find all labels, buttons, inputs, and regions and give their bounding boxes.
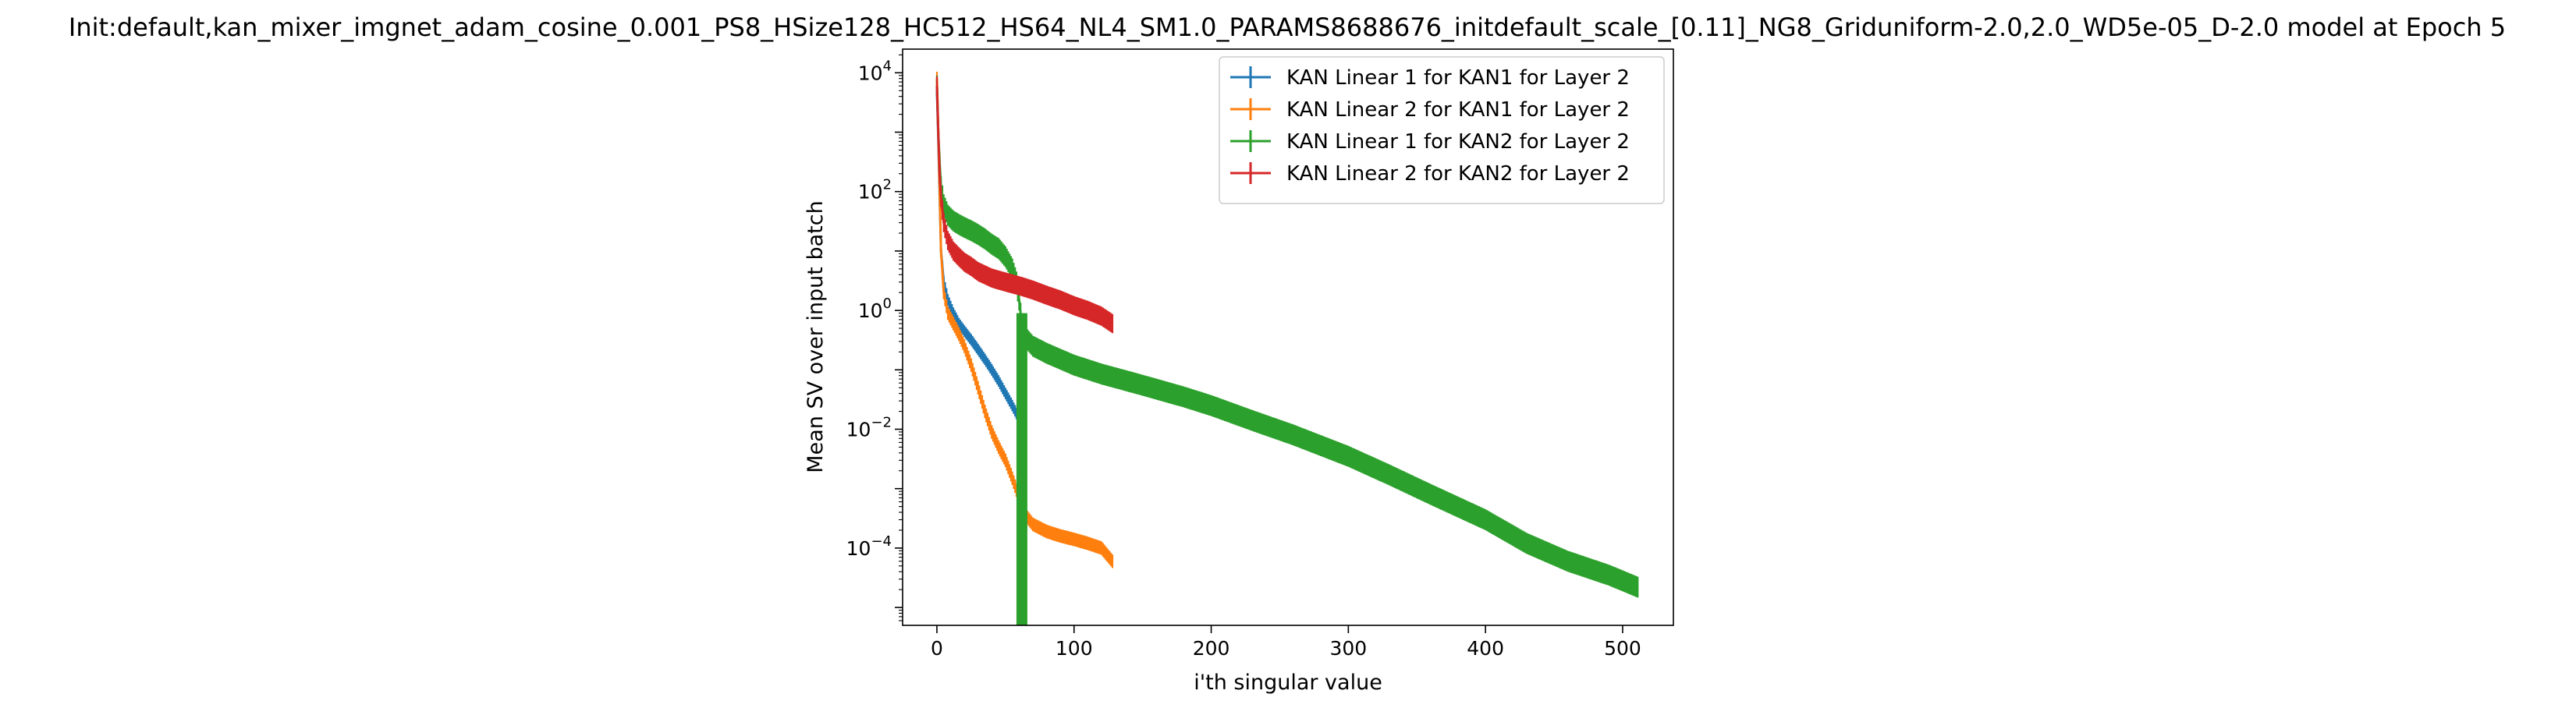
- series-3-drop-error-bar: [1016, 313, 1027, 625]
- y-tick-base: 10: [846, 418, 871, 441]
- series-4-error-bars: [935, 76, 1114, 334]
- series-1-line: [935, 90, 1025, 430]
- series-1: [935, 84, 1025, 435]
- plot-frame: [902, 48, 1674, 626]
- x-tick-label: 500: [1604, 637, 1641, 660]
- legend-label: KAN Linear 1 for KAN1 for Layer 2: [1286, 66, 1630, 90]
- y-tick-base: 10: [858, 181, 883, 204]
- y-tick-base: 10: [858, 299, 883, 322]
- x-tick-label: 0: [931, 637, 943, 660]
- series-3: [935, 75, 1639, 625]
- plot-marks: [935, 72, 1639, 625]
- series-3-line: [935, 86, 1638, 589]
- x-axis-label: i'th singular value: [1194, 671, 1382, 695]
- legend-entry: KAN Linear 1 for KAN2 for Layer 2: [1230, 130, 1630, 154]
- x-tick-label: 400: [1467, 637, 1504, 660]
- y-tick-label: 100: [858, 296, 892, 322]
- legend-entry: KAN Linear 1 for KAN1 for Layer 2: [1230, 66, 1630, 90]
- x-tick-label: 100: [1056, 637, 1093, 660]
- y-tick-base: 10: [858, 62, 883, 84]
- y-tick-exponent: 4: [883, 58, 892, 74]
- y-tick-base: 10: [846, 537, 871, 560]
- y-tick-label: 10−2: [846, 414, 892, 441]
- legend: KAN Linear 1 for KAN1 for Layer 2 KAN Lin…: [1219, 56, 1665, 204]
- series-4-line: [935, 86, 1113, 325]
- y-tick-label: 10−4: [846, 533, 892, 560]
- x-tick-label: 300: [1329, 637, 1367, 660]
- x-tick-label: 200: [1193, 637, 1230, 660]
- x-axis: 0 100 200 300 400 500: [931, 625, 1641, 660]
- legend-label: KAN Linear 1 for KAN2 for Layer 2: [1286, 130, 1630, 154]
- legend-box: [1219, 56, 1665, 204]
- y-tick-label: 102: [858, 177, 892, 204]
- legend-label: KAN Linear 2 for KAN2 for Layer 2: [1286, 162, 1630, 186]
- legend-entry: KAN Linear 2 for KAN1 for Layer 2: [1230, 98, 1630, 122]
- legend-entry: KAN Linear 2 for KAN2 for Layer 2: [1230, 162, 1630, 186]
- y-tick-exponent: −4: [871, 533, 892, 550]
- series-4: [935, 76, 1114, 334]
- y-axis-label: Mean SV over input batch: [804, 200, 828, 473]
- legend-label: KAN Linear 2 for KAN1 for Layer 2: [1286, 98, 1630, 122]
- chart-title: Init:default,kan_mixer_imgnet_adam_cosin…: [69, 12, 2506, 42]
- y-tick-exponent: −2: [871, 414, 892, 430]
- y-tick-label: 104: [858, 58, 892, 84]
- y-tick-exponent: 0: [883, 296, 892, 312]
- y-tick-exponent: 2: [883, 177, 892, 193]
